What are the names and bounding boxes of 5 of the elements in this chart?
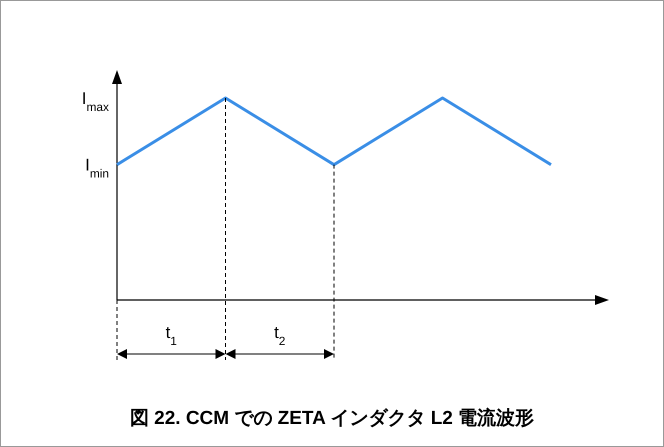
text: t$_{2}$ (274, 323, 286, 348)
text: I$_{min}$ (85, 156, 109, 181)
text: 図 22. CCM での ZETA インダクタ L2 電流波形 (130, 407, 534, 429)
text: t$_{1}$ (166, 323, 178, 348)
text: I$_{max}$ (82, 89, 110, 114)
